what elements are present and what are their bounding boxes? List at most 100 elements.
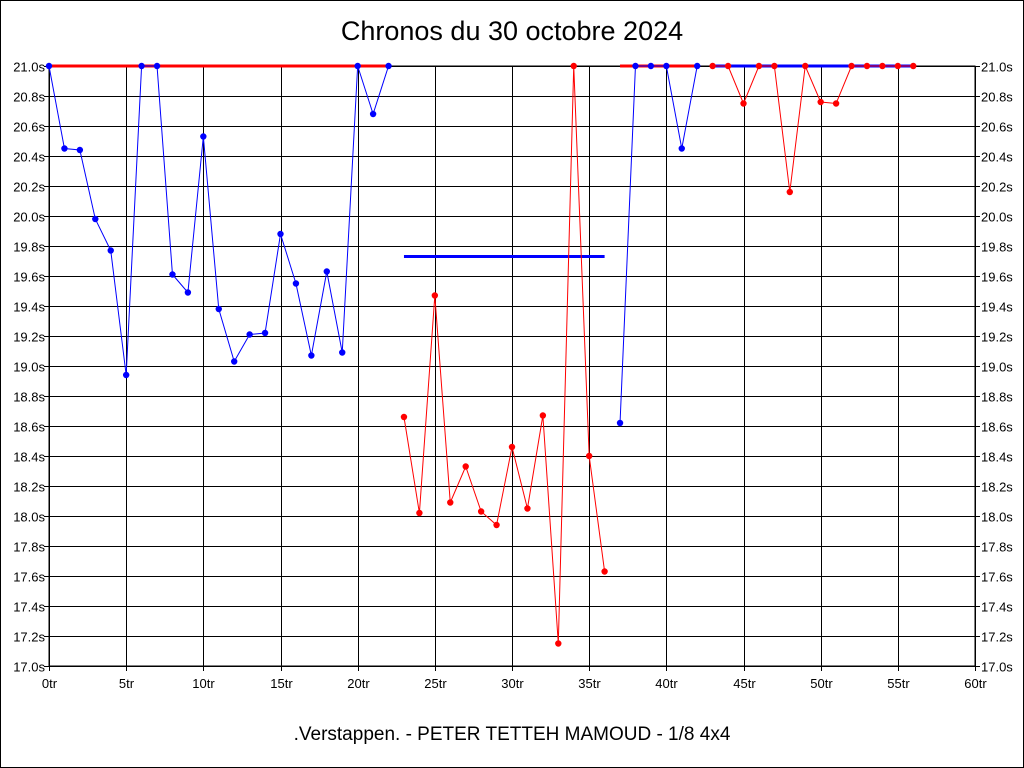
data-point xyxy=(169,271,176,278)
data-point xyxy=(184,289,192,296)
y-tick-label-right: 19.0s xyxy=(981,360,1013,375)
data-point xyxy=(292,280,300,287)
y-tick-label-right: 18.4s xyxy=(981,450,1013,465)
data-point xyxy=(138,62,145,70)
data-point xyxy=(45,62,53,70)
series-line xyxy=(48,65,390,376)
y-tick-label-right: 18.0s xyxy=(981,510,1013,525)
data-point xyxy=(477,508,485,515)
y-tick-label-left: 19.4s xyxy=(13,300,45,315)
y-tick-label-right: 17.0s xyxy=(981,660,1013,675)
data-point xyxy=(61,145,68,152)
y-tick-label-left: 20.8s xyxy=(13,90,45,105)
y-tick-label-right: 17.4s xyxy=(981,600,1013,615)
data-point xyxy=(122,371,130,379)
data-point xyxy=(555,640,562,647)
data-point xyxy=(385,62,392,70)
x-tick-label: 25tr xyxy=(424,676,447,691)
y-tick-label-right: 20.0s xyxy=(981,210,1013,225)
data-point xyxy=(724,62,732,70)
y-tick-label-left: 18.8s xyxy=(13,390,45,405)
data-point xyxy=(678,145,685,152)
data-point xyxy=(910,62,917,70)
x-tick-label: 30tr xyxy=(501,676,524,691)
data-point xyxy=(616,419,624,427)
x-tick-label: 10tr xyxy=(192,676,215,691)
data-point xyxy=(863,62,871,70)
y-tick-label-right: 19.8s xyxy=(981,240,1013,255)
chart-footer: .Verstappen. - PETER TETTEH MAMOUD - 1/8… xyxy=(293,724,731,745)
data-point xyxy=(709,62,716,70)
y-tick-label-left: 18.6s xyxy=(13,420,45,435)
x-tick-label: 40tr xyxy=(655,676,678,691)
data-point xyxy=(539,412,547,419)
data-point xyxy=(400,413,408,421)
data-point xyxy=(832,100,840,107)
y-tick-label-right: 20.4s xyxy=(981,150,1013,165)
data-point xyxy=(76,146,84,154)
data-point xyxy=(601,568,608,575)
y-tick-label-left: 20.6s xyxy=(13,120,45,135)
y-tick-label-left: 20.2s xyxy=(13,180,45,195)
y-tick-label-left: 18.4s xyxy=(13,450,45,465)
x-tick-label: 0tr xyxy=(42,676,58,691)
data-point xyxy=(431,292,439,299)
data-point xyxy=(323,268,330,275)
y-tick-label-right: 21.0s xyxy=(981,60,1013,75)
data-point xyxy=(231,358,238,365)
data-point xyxy=(894,62,902,70)
y-tick-label-left: 17.4s xyxy=(13,600,45,615)
data-point xyxy=(308,352,315,359)
y-tick-label-right: 18.6s xyxy=(981,420,1013,435)
data-point xyxy=(246,331,253,338)
data-point xyxy=(632,62,639,70)
data-point xyxy=(663,62,670,70)
data-point xyxy=(369,110,377,118)
series-line xyxy=(619,65,698,424)
x-tick-label: 5tr xyxy=(119,676,135,691)
x-tick-label: 45tr xyxy=(733,676,756,691)
y-tick-label-right: 17.8s xyxy=(981,540,1013,555)
data-point xyxy=(277,230,284,238)
y-tick-label-left: 18.2s xyxy=(13,480,45,495)
data-point xyxy=(755,62,763,70)
data-point xyxy=(524,505,531,512)
x-tick-label: 50tr xyxy=(810,676,833,691)
y-tick-label-left: 17.6s xyxy=(13,570,45,585)
chart-title: Chronos du 30 octobre 2024 xyxy=(340,16,684,46)
y-tick-label-right: 20.8s xyxy=(981,90,1013,105)
y-tick-label-right: 17.6s xyxy=(981,570,1013,585)
data-point xyxy=(462,463,469,470)
series-line xyxy=(403,65,606,644)
y-tick-label-right: 18.8s xyxy=(981,390,1013,405)
y-tick-label-right: 19.6s xyxy=(981,270,1013,285)
x-tick-label: 15tr xyxy=(270,676,293,691)
y-tick-label-right: 20.2s xyxy=(981,180,1013,195)
data-point xyxy=(647,62,655,70)
data-point xyxy=(802,62,809,70)
y-tick-label-left: 17.8s xyxy=(13,540,45,555)
y-tick-label-right: 17.2s xyxy=(981,630,1013,645)
x-tick-label: 55tr xyxy=(887,676,910,691)
series-line xyxy=(712,64,914,193)
data-point xyxy=(339,349,346,356)
x-tick-label: 35tr xyxy=(578,676,601,691)
y-tick-label-left: 21.0s xyxy=(13,60,45,75)
y-tick-label-left: 19.0s xyxy=(13,360,45,375)
x-tick-label: 20tr xyxy=(347,676,370,691)
data-point xyxy=(817,98,824,106)
y-tick-label-left: 18.0s xyxy=(13,510,45,525)
data-point xyxy=(107,247,114,254)
data-point xyxy=(354,62,361,70)
data-point xyxy=(416,509,423,517)
data-point xyxy=(493,521,500,529)
x-tick-label: 60tr xyxy=(964,676,987,691)
data-point xyxy=(153,62,161,70)
y-tick-label-left: 17.0s xyxy=(13,660,45,675)
y-tick-label-left: 19.2s xyxy=(13,330,45,345)
data-point xyxy=(786,188,793,196)
y-tick-label-left: 20.0s xyxy=(13,210,45,225)
data-point xyxy=(771,62,778,70)
y-tick-label-right: 19.4s xyxy=(981,300,1013,315)
data-point xyxy=(508,443,516,451)
